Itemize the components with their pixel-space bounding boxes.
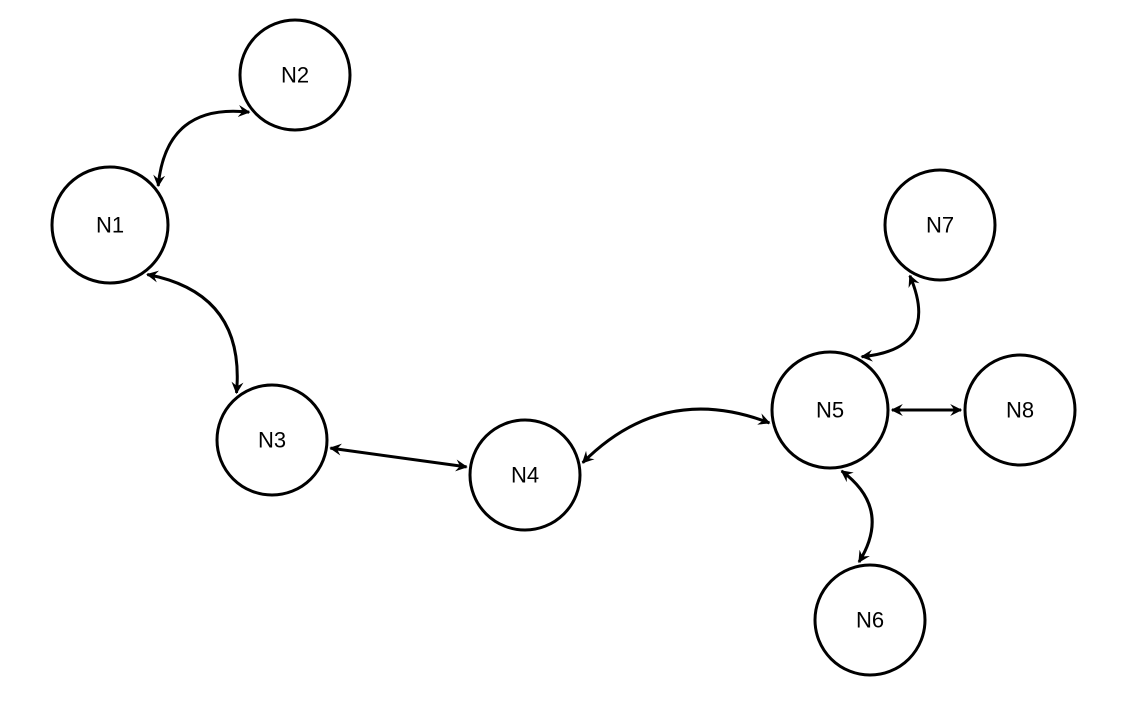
edge-N5-N7 <box>862 276 919 357</box>
node-N8: N8 <box>965 355 1075 465</box>
node-N1: N1 <box>52 167 168 283</box>
node-N3: N3 <box>217 385 327 495</box>
node-label-N1: N1 <box>96 213 124 238</box>
edge-N4-N5 <box>583 409 770 463</box>
node-N6: N6 <box>815 565 925 675</box>
node-N4: N4 <box>470 420 580 530</box>
node-N7: N7 <box>885 170 995 280</box>
node-label-N2: N2 <box>281 63 309 88</box>
node-N5: N5 <box>772 352 888 468</box>
edge-N1-N3 <box>147 275 237 393</box>
node-N2: N2 <box>240 20 350 130</box>
node-label-N3: N3 <box>258 428 286 453</box>
edge-N3-N4 <box>330 448 466 467</box>
edge-N1-N2 <box>158 111 249 186</box>
network-diagram: N1 N2 N3 N4 N5 N6 N7 N8 <box>0 0 1134 709</box>
edge-N5-N6 <box>842 471 873 562</box>
node-label-N4: N4 <box>511 463 539 488</box>
node-label-N7: N7 <box>926 213 954 238</box>
node-label-N5: N5 <box>816 398 844 423</box>
node-label-N6: N6 <box>856 608 884 633</box>
node-label-N8: N8 <box>1006 398 1034 423</box>
